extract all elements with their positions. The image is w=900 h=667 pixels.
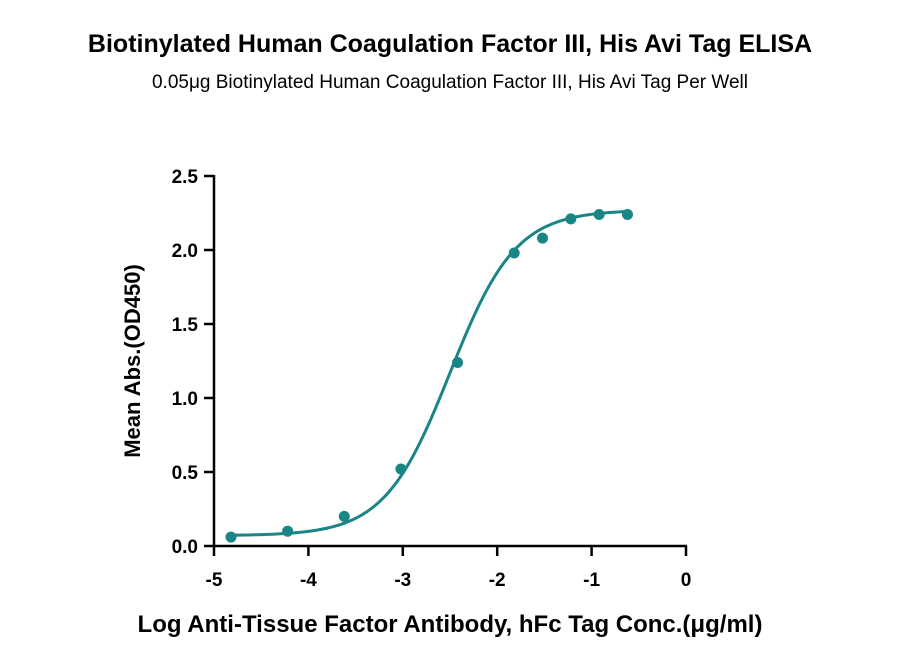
y-tick-label: 2.0 — [172, 241, 198, 262]
x-tick-label: -3 — [394, 570, 411, 591]
data-points — [225, 208, 633, 543]
y-tick-label: 0.0 — [172, 537, 198, 558]
chart-subtitle: 0.05μg Biotinylated Human Coagulation Fa… — [151, 72, 749, 93]
y-tick-label: 0.5 — [172, 463, 199, 484]
data-point — [452, 356, 464, 368]
y-tick-label: 1.5 — [172, 315, 199, 336]
y-ticks: 0.0 0.5 1.0 1.5 2.0 2.5 — [172, 167, 214, 558]
axes — [212, 175, 687, 548]
data-point — [282, 525, 294, 537]
chart-title: Biotinylated Human Coagulation Factor II… — [87, 30, 813, 58]
x-tick-label: -2 — [489, 570, 506, 591]
x-ticks: -5 -4 -3 -2 -1 0 — [206, 546, 692, 591]
x-axis-label: Log Anti-Tissue Factor Antibody, hFc Tag… — [138, 611, 763, 638]
data-point — [225, 531, 237, 543]
data-point — [593, 208, 605, 220]
y-tick-label: 2.5 — [172, 167, 199, 188]
data-point — [508, 247, 520, 259]
fit-curve — [230, 209, 628, 537]
x-tick-label: -5 — [206, 570, 223, 591]
x-tick-label: -1 — [583, 570, 600, 591]
x-tick-label: -4 — [300, 570, 317, 591]
data-point — [338, 510, 350, 522]
data-point — [537, 232, 549, 244]
data-point — [395, 463, 407, 475]
x-tick-label: 0 — [681, 570, 692, 591]
y-tick-label: 1.0 — [172, 389, 198, 410]
data-point — [621, 208, 633, 220]
data-point — [565, 213, 577, 225]
y-axis-label: Mean Abs.(OD450) — [120, 264, 145, 458]
